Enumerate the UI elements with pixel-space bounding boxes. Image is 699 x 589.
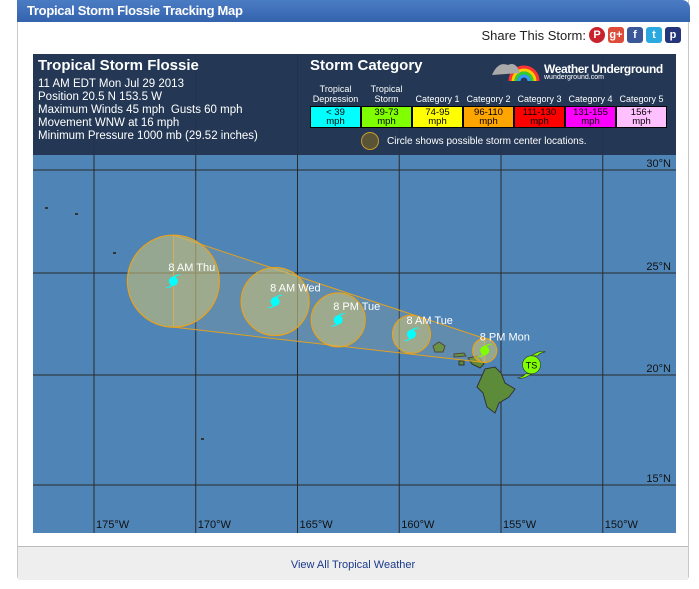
forecast-label: 8 AM Thu	[168, 262, 215, 274]
kauai-island	[432, 341, 446, 353]
longitude-label: 160°W	[401, 519, 435, 531]
info-panel: Tropical Storm Flossie 11 AM EDT Mon Jul…	[33, 54, 676, 155]
hurricane-symbol-icon	[267, 294, 284, 309]
legend-note-text: Circle shows possible storm center locat…	[387, 135, 587, 147]
hurricane-symbol-icon	[165, 274, 182, 288]
category-unit: mph	[632, 116, 651, 127]
forecast-label: 8 PM Tue	[333, 301, 380, 313]
facebook-icon[interactable]: f	[627, 27, 643, 43]
cone-circle-icon	[361, 132, 379, 150]
storm-time: 11 AM EDT Mon Jul 29 2013	[38, 78, 184, 90]
hurricane-symbol-icon	[330, 313, 347, 327]
forecast-label: 8 AM Tue	[406, 315, 452, 327]
category-5: Category 4 131-155 mph	[565, 84, 616, 128]
category-name: Category 1	[415, 94, 460, 104]
longitude-label: 170°W	[198, 519, 232, 531]
latitude-label: 15°N	[646, 473, 671, 485]
category-0: Tropical Depression < 39 mph	[310, 84, 361, 128]
category-range: 156+	[630, 106, 653, 118]
storm-winds: Maximum Winds 45 mph Gusts 60 mph	[38, 104, 243, 116]
google-plus-icon[interactable]: g+	[608, 27, 624, 43]
category-range-box: 111-130 mph	[514, 106, 565, 128]
category-name: Tropical Depression	[312, 84, 359, 104]
weather-underground-logo: Weather Underground wunderground.com	[490, 59, 663, 83]
small-island	[113, 252, 116, 254]
share-bar: Share This Storm: P g+ f t p	[481, 27, 681, 43]
hurricane-symbol-icon	[476, 343, 493, 358]
map-canvas: 175°W 170°W 165°W 160°W 155°W 150°W 30°N 25°N 20…	[33, 54, 676, 533]
longitude-label: 165°W	[300, 519, 334, 531]
legend-title: Storm Category	[310, 57, 423, 74]
category-name: Category 4	[568, 94, 613, 104]
category-range-box: 131-155 mph	[565, 106, 616, 128]
twitter-icon[interactable]: t	[646, 27, 662, 43]
pinterest-icon[interactable]: P	[589, 27, 605, 43]
longitude-label: 175°W	[96, 519, 130, 531]
category-range: 131-155	[573, 106, 608, 118]
category-range-box: 96-110 mph	[463, 106, 514, 128]
category-name: Tropical Storm	[370, 84, 403, 104]
category-unit: mph	[479, 116, 498, 127]
category-range: 39-73	[374, 106, 399, 118]
longitude-label: 155°W	[503, 519, 537, 531]
category-3: Category 2 96-110 mph	[463, 84, 514, 128]
category-unit: mph	[530, 116, 549, 127]
storm-position: Position 20.5 N 153.5 W	[38, 91, 163, 103]
pinterest-alt-icon[interactable]: p	[665, 27, 681, 43]
category-range-box: 156+ mph	[616, 106, 667, 128]
latitude-label: 25°N	[646, 261, 671, 273]
tracking-map[interactable]: 175°W 170°W 165°W 160°W 155°W 150°W 30°N 25°N 20…	[33, 54, 676, 533]
category-unit: mph	[581, 116, 600, 127]
category-name: Category 5	[619, 94, 664, 104]
category-unit: mph	[428, 116, 447, 127]
longitude-label: 150°W	[605, 519, 639, 531]
storm-pressure: Minimum Pressure 1000 mb (29.52 inches)	[38, 130, 258, 142]
small-island	[45, 207, 48, 209]
hawaii-big-island	[476, 366, 516, 414]
category-range: 74-95	[425, 106, 450, 118]
category-unit: mph	[377, 116, 396, 127]
category-range: 111-130	[522, 106, 557, 118]
category-range-box: 74-95 mph	[412, 106, 463, 128]
category-range: < 39	[326, 106, 345, 118]
logo-url: wunderground.com	[544, 73, 604, 81]
category-range: 96-110	[474, 106, 503, 118]
category-2: Category 1 74-95 mph	[412, 84, 463, 128]
category-legend: Tropical Depression < 39 mph Tropical Storm…	[310, 84, 667, 128]
small-island	[75, 213, 78, 215]
storm-name: Tropical Storm Flossie	[38, 57, 199, 74]
small-island	[201, 438, 204, 440]
page-title: Tropical Storm Flossie Tracking Map	[17, 0, 690, 22]
view-all-tropical-weather-link[interactable]: View All Tropical Weather	[290, 559, 416, 571]
current-storm-icon[interactable]: TS	[517, 351, 546, 379]
storm-movement: Movement WNW at 16 mph	[38, 117, 180, 129]
logo-text: Weather Underground	[544, 61, 663, 76]
rainbow-cloud-icon	[492, 64, 540, 82]
category-range-box: < 39 mph	[310, 106, 361, 128]
storm-badge: TS	[526, 360, 538, 370]
forecast-label: 8 AM Wed	[270, 283, 321, 295]
category-unit: mph	[326, 116, 345, 127]
legend-note: Circle shows possible storm center locat…	[361, 132, 587, 150]
latitude-label: 20°N	[646, 363, 671, 375]
category-name: Category 3	[517, 94, 562, 104]
share-label: Share This Storm:	[481, 27, 586, 43]
forecast-label: 8 PM Mon	[480, 332, 530, 344]
footer: View All Tropical Weather	[18, 546, 688, 580]
category-name: Category 2	[466, 94, 511, 104]
category-range-box: 39-73 mph	[361, 106, 412, 128]
category-6: Category 5 156+ mph	[616, 84, 667, 128]
category-4: Category 3 111-130 mph	[514, 84, 565, 128]
latitude-label: 30°N	[646, 158, 671, 170]
hurricane-symbol-icon	[403, 327, 420, 341]
category-1: Tropical Storm 39-73 mph	[361, 84, 412, 128]
